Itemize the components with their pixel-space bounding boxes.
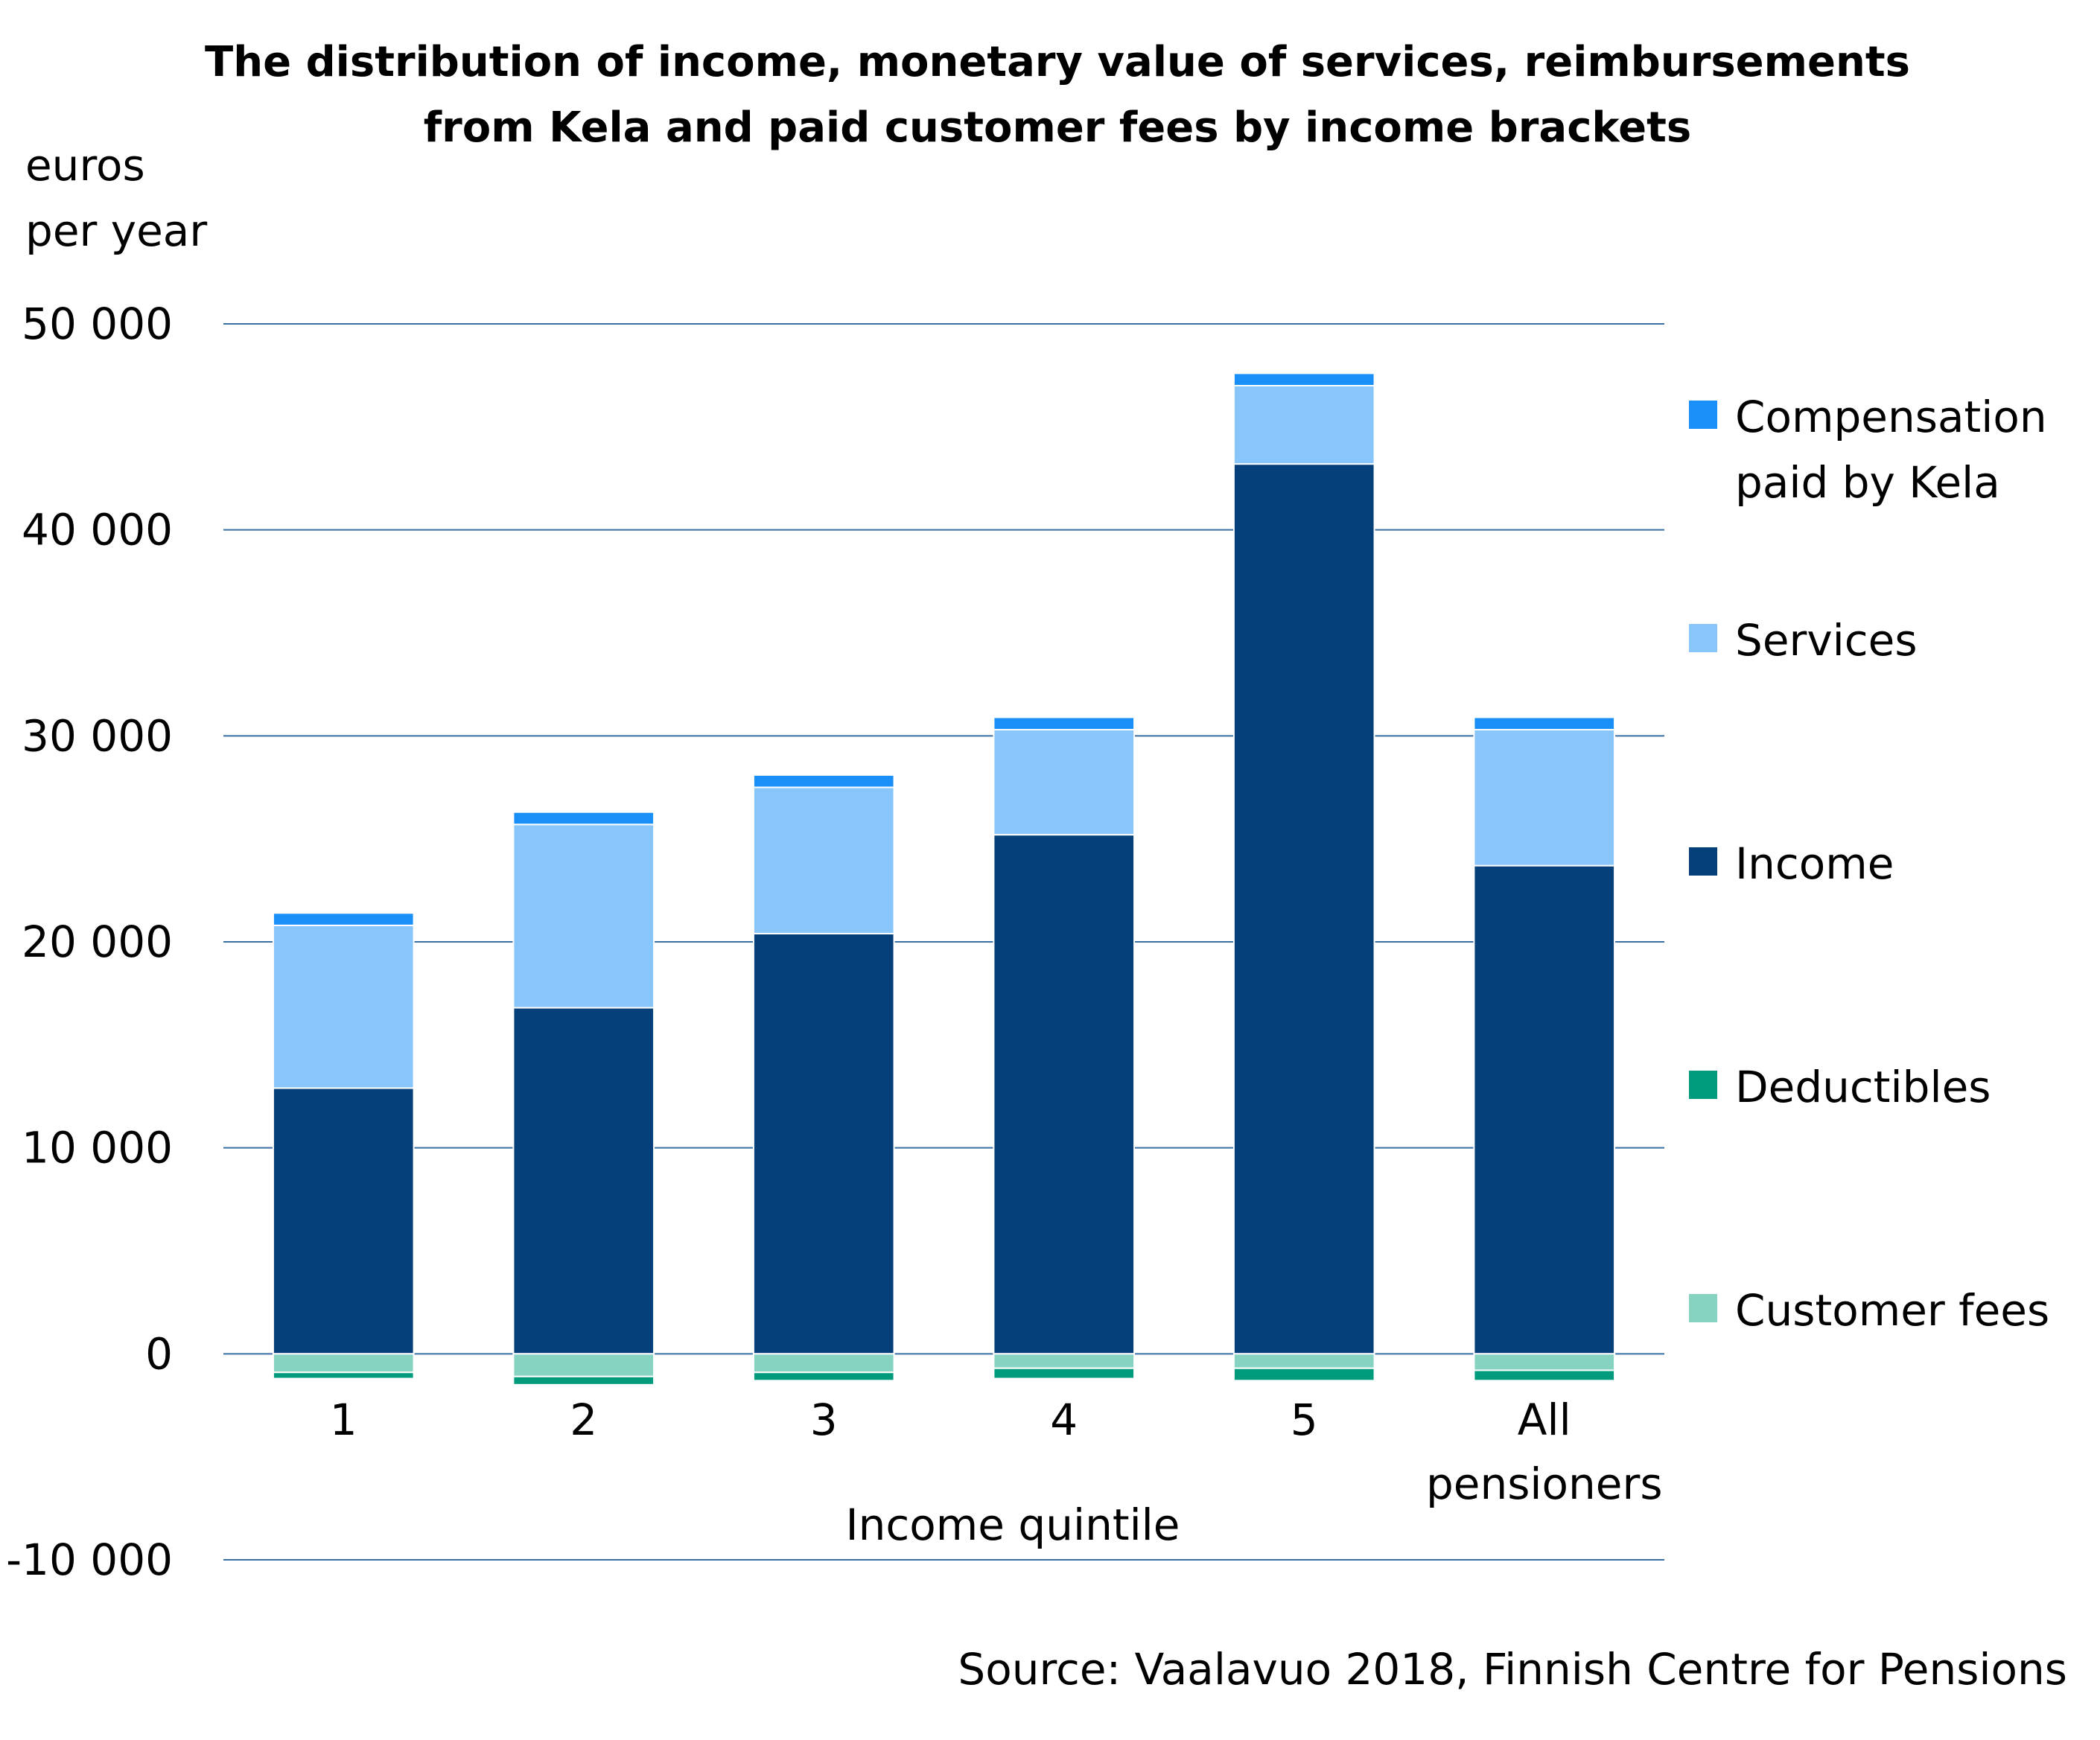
x-tick-label: 5	[1291, 1395, 1318, 1445]
bar-customer-fees	[993, 1353, 1136, 1369]
bar-deductibles	[752, 1371, 895, 1382]
bar-compensation-paid-by-kela	[512, 811, 655, 826]
bar-income	[272, 1087, 415, 1355]
legend-swatch	[1689, 1294, 1717, 1322]
chart-title-line-2: from Kela and paid customer fees by inco…	[424, 103, 1691, 152]
bar-deductibles	[512, 1375, 655, 1386]
bar-income	[993, 834, 1136, 1355]
y-tick-label: 30 000	[22, 710, 173, 761]
y-tick-label: 40 000	[22, 505, 173, 555]
legend-swatch	[1689, 401, 1717, 429]
bar-customer-fees	[512, 1353, 655, 1377]
bar-customer-fees	[272, 1353, 415, 1374]
bar-services	[752, 786, 895, 934]
bar-deductibles	[1232, 1367, 1375, 1382]
bar-customer-fees	[1473, 1353, 1616, 1371]
y-tick-label: 50 000	[22, 299, 173, 349]
bar-services	[1232, 385, 1375, 465]
x-tick-label: pensioners	[1426, 1459, 1663, 1509]
bar-deductibles	[1473, 1369, 1616, 1382]
bar-income	[1232, 463, 1375, 1355]
legend-swatch	[1689, 1071, 1717, 1099]
x-axis-ticks: 1 2 3 4 5 All pensioners	[330, 1395, 1663, 1509]
legend-swatch	[1689, 624, 1717, 652]
bar-deductibles	[272, 1371, 415, 1380]
legend-label: Compensation	[1735, 392, 2047, 442]
x-tick-label: All	[1518, 1395, 1571, 1445]
x-tick-label: 4	[1050, 1395, 1078, 1445]
bar-deductibles	[993, 1367, 1136, 1380]
legend: Compensation paid by Kela Services Income De…	[1689, 392, 2049, 1336]
x-tick-label: 1	[330, 1395, 357, 1445]
legend-label: Customer fees	[1735, 1285, 2049, 1336]
y-tick-label: 20 000	[22, 917, 173, 967]
bar-services	[512, 823, 655, 1009]
legend-swatch	[1689, 847, 1717, 876]
y-axis-ticks: 50 000 40 000 30 000 20 000 10 000 0 -10 000	[6, 299, 173, 1585]
bar-compensation-paid-by-kela	[1232, 372, 1375, 386]
bar-income	[1473, 864, 1616, 1355]
legend-label: paid by Kela	[1735, 457, 2000, 508]
y-axis-label-line-1: euros	[25, 140, 145, 191]
bar-customer-fees	[1232, 1353, 1375, 1369]
x-axis-label: Income quintile	[846, 1500, 1180, 1550]
bar-compensation-paid-by-kela	[1473, 716, 1616, 731]
bar-services	[993, 729, 1136, 836]
gridlines	[223, 323, 1664, 1561]
y-tick-label: 0	[145, 1328, 173, 1379]
legend-label: Services	[1735, 615, 1918, 666]
bar-compensation-paid-by-kela	[752, 774, 895, 788]
bars	[272, 372, 1616, 1386]
bar-compensation-paid-by-kela	[272, 912, 415, 926]
x-tick-label: 3	[810, 1395, 838, 1445]
bar-income	[512, 1007, 655, 1355]
bar-services	[1473, 729, 1616, 867]
y-tick-label: -10 000	[6, 1535, 173, 1585]
bar-services	[272, 924, 415, 1089]
bar-compensation-paid-by-kela	[993, 716, 1136, 731]
source-note: Source: Vaalavuo 2018, Finnish Centre fo…	[958, 1644, 2067, 1695]
y-axis-label-line-2: per year	[25, 205, 207, 256]
legend-label: Deductibles	[1735, 1062, 1991, 1112]
x-tick-label: 2	[570, 1395, 597, 1445]
bar-customer-fees	[752, 1353, 895, 1374]
legend-label: Income	[1735, 838, 1894, 889]
y-tick-label: 10 000	[22, 1123, 173, 1173]
chart-title-line-1: The distribution of income, monetary val…	[205, 38, 1910, 86]
bar-income	[752, 932, 895, 1355]
